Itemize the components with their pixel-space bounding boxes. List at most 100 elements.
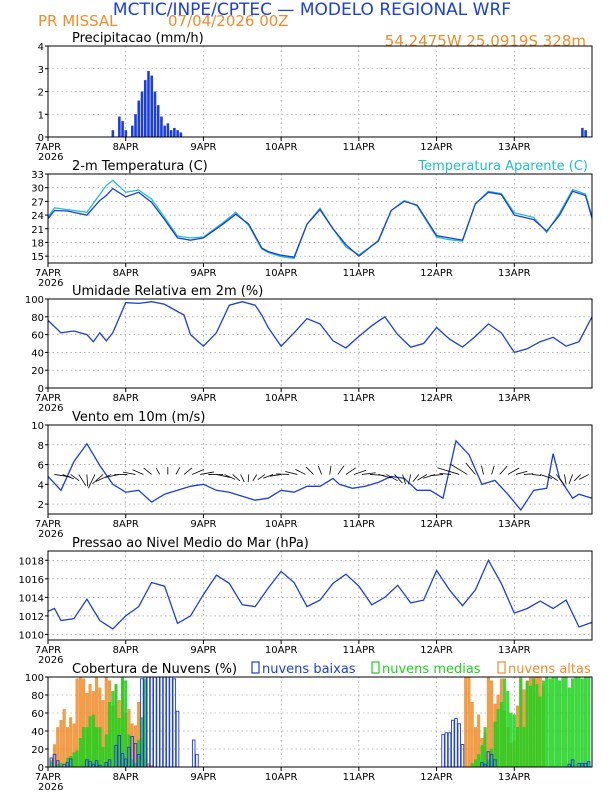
x-tick-label: 11APR [343,519,376,530]
x-tick-label: 11APR [343,393,376,404]
wind-barb [540,474,553,479]
x-year-label: 2026 [38,529,63,540]
x-tick-label: 12APR [420,519,453,530]
x-tick-label: 12APR [420,772,453,783]
panel-frame [47,676,593,768]
wind-barb [422,474,436,479]
wind-barb [532,474,542,476]
cloud-bar [522,727,526,768]
x-tick-label: 11APR [343,268,376,279]
precip-bar [134,114,137,137]
wind-barb [353,469,367,475]
cloud-bar [545,676,549,768]
x-tick-label: 7APR [35,268,61,279]
y-tick-label: 2 [38,88,44,99]
y-tick-label: 4 [38,480,44,491]
wind-barb [564,474,567,485]
precip-bar [150,75,154,137]
series-line [47,439,593,512]
cloud-bar [584,676,588,768]
y-tick-label: 1014 [19,593,44,604]
wind-barb [78,474,87,486]
wind-barb [437,467,460,475]
cloud-bar [509,712,513,768]
wind-barb [216,474,231,478]
cloud-bar [91,714,95,768]
cloud-bar [88,716,92,768]
cloud-bar [460,744,465,768]
cloud-bar [528,685,532,768]
run-time: 07/04/2026 00Z [168,12,289,30]
wind-barb [232,474,241,482]
cloud-bar [496,709,500,768]
panel-5: 1010 1012 1014 1016 1018 7APR 8APR 9APR 10APR 11A… [19,536,593,666]
x-tick-label: 10APR [265,519,298,530]
x-tick-label: 8APR [113,268,139,279]
x-tick-label: 7APR [35,142,61,153]
y-tick-label: 20 [31,366,44,377]
wind-barb [240,474,245,483]
precip-bar [111,130,115,137]
wind-barb [408,474,412,485]
precip-bar [163,125,166,137]
wind-barb [305,466,314,475]
cloud-bar [146,676,151,768]
wind-barb [224,474,236,480]
cloud-bar [554,676,558,768]
wind-barb [449,463,468,475]
series-line [47,301,593,354]
cloud-bar [169,676,173,768]
wind-barb [252,474,258,481]
legend-swatch [371,661,380,674]
y-tick-label: 15 [31,252,44,263]
wind-barb [183,467,193,475]
wind-barb [568,474,573,485]
cloud-bar [447,732,452,768]
wind-barb [257,474,266,481]
cloud-bar [519,678,523,768]
station-coordinates: 54.2475W 25.0919S 328m [385,32,586,50]
cloud-bar [108,702,112,768]
series-line [47,179,593,260]
y-tick-label: 21 [31,225,44,236]
wind-barb [402,474,407,485]
wind-barb [523,473,534,475]
cloud-bar [72,752,76,768]
cloud-bar [124,680,128,768]
wind-barb [317,465,322,475]
station-name: PR MISSAL [38,12,118,30]
panel-2: 15 18 21 24 27 30 33 7APR 8APR 9APR 10APR 11APR 12AP… [31,159,593,289]
y-tick-label: 100 [25,295,44,306]
wind-barb [200,471,215,475]
x-year-label: 2026 [38,403,63,414]
cloud-bar [473,759,477,768]
y-tick-label: 8 [38,441,44,452]
cloud-bar [62,709,66,768]
x-tick-label: 10APR [265,772,298,783]
wind-barb [556,474,566,487]
wind-barb [579,474,589,480]
cloud-bar [567,687,571,768]
x-tick-label: 7APR [35,645,61,656]
y-tick-label: 0 [38,763,44,774]
x-tick-label: 10APR [265,393,298,404]
panel-3: 0 20 40 60 80 100 7APR 8APR 9APR 10APR 11APR 12APR 1… [25,284,593,414]
cloud-bar [175,710,180,768]
x-tick-label: 7APR [35,772,61,783]
panel-frame [47,45,593,138]
x-tick-label: 9APR [190,393,216,404]
cloud-bar [467,676,471,768]
legend-swatch [251,661,260,674]
x-tick-label: 13APR [498,645,531,656]
cloud-bar [506,691,510,768]
x-tick-label: 9APR [190,772,216,783]
x-tick-label: 12APR [420,268,453,279]
legend-label: nuvens altas [508,662,591,677]
precip-bar [166,123,170,137]
wind-barb [285,471,298,475]
x-year-label: 2026 [38,655,63,666]
precip-bar [147,71,150,137]
x-year-label: 2026 [38,278,63,289]
cloud-bar [101,747,105,768]
cloud-bar [441,734,445,768]
